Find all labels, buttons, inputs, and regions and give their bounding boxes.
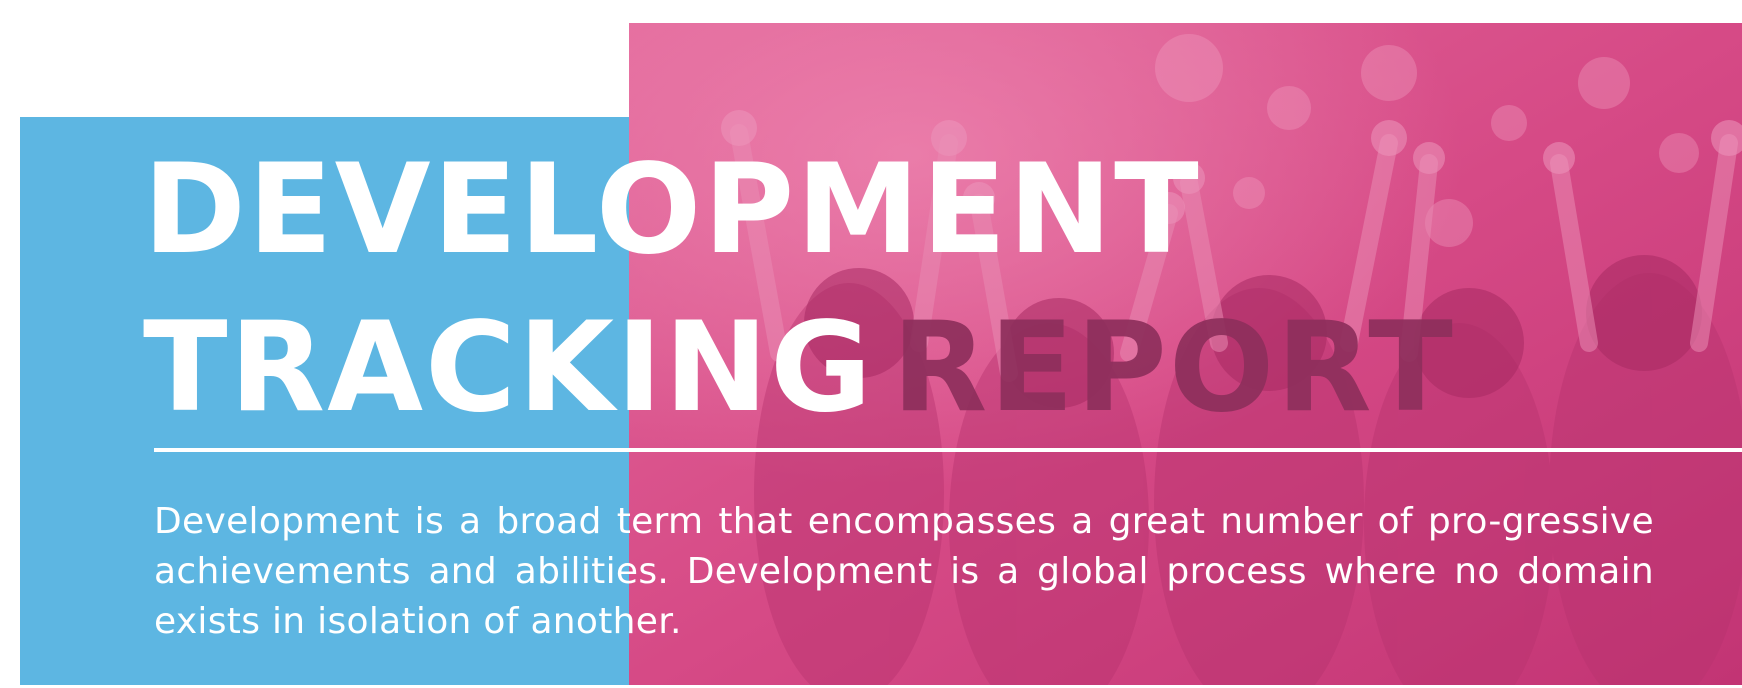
title-line-2: TRACKING REPORT [143,306,1455,430]
title-word-report: REPORT [891,296,1455,440]
title-line-1: DEVELOPMENT [143,138,1201,282]
title-divider [154,448,1742,452]
pink-photo-overlay [629,23,1742,685]
children-raising-hands-photo [629,23,1742,685]
description-text: Development is a broad term that encompa… [154,501,1654,642]
title-word-tracking: TRACKING [143,296,874,440]
blue-background-panel [20,117,630,685]
